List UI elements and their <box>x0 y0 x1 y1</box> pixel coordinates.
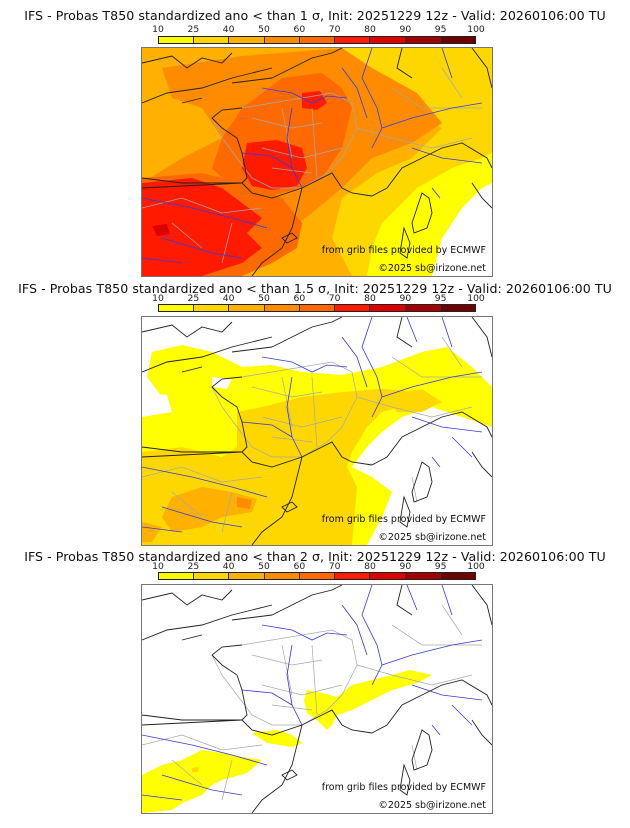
map-coastlines <box>142 585 492 813</box>
colorbar-segment <box>370 305 406 311</box>
credit-source: from grib files provided by ECMWF <box>321 514 486 525</box>
colorbar-ticks: 10 25 40 50 60 70 80 90 95 100 <box>152 24 485 35</box>
colorbar-segment <box>159 37 195 43</box>
fill-yellow-25-alps <box>382 389 442 412</box>
colorbar-segment <box>159 305 195 311</box>
colorbar-segment <box>159 573 195 579</box>
fill-yellow-10-spain <box>142 750 262 813</box>
colorbar-segment <box>440 37 475 43</box>
panel-title: IFS - Probas T850 standardized ano < tha… <box>24 549 606 564</box>
colorbar-tick-label: 70 <box>328 561 341 572</box>
colorbar-segment <box>335 573 371 579</box>
map-borders <box>142 604 482 801</box>
colorbar-tick-label: 40 <box>222 561 235 572</box>
colorbar-segment <box>370 37 406 43</box>
credit-copyright: ©2025 sb@irizone.net <box>378 800 486 811</box>
colorbar-tick-label: 50 <box>258 293 270 304</box>
colorbar-segment <box>370 573 406 579</box>
colorbar-segment <box>264 573 300 579</box>
map-rivers <box>142 585 483 801</box>
colorbar-segment <box>299 573 336 579</box>
colorbar-tick-label: 60 <box>293 561 306 572</box>
map-borders <box>142 67 482 264</box>
colorbar-tick-label: 50 <box>258 24 270 35</box>
colorbar-tick-label: 70 <box>328 24 341 35</box>
fill-red-80-spot <box>152 224 170 236</box>
colorbar-tick-label: 90 <box>399 24 412 35</box>
probability-map[interactable]: from grib files provided by ECMWF ©2025 … <box>141 47 493 277</box>
fill-yellow-10-pyrenees <box>252 730 302 747</box>
colorbar-tick-label: 50 <box>258 561 270 572</box>
colorbar-segment <box>335 305 371 311</box>
fill-orange-50-spot <box>237 497 252 509</box>
fill-white-se <box>432 183 492 276</box>
colorbar-tick-label: 80 <box>364 293 376 304</box>
colorbar-tick-label: 90 <box>399 293 412 304</box>
colorbar-segment <box>194 37 230 43</box>
colorbar-tick-label: 10 <box>152 24 164 35</box>
map-coastlines <box>142 317 492 545</box>
credit-source: from grib files provided by ECMWF <box>321 245 486 256</box>
colorbar-tick-label: 25 <box>187 24 200 35</box>
map-coastlines <box>142 48 492 276</box>
fill-red-70-sw <box>142 178 262 276</box>
panel-title: IFS - Probas T850 standardized ano < tha… <box>18 281 612 296</box>
colorbar <box>158 304 476 312</box>
colorbar-segment <box>229 37 265 43</box>
colorbar-tick-label: 100 <box>467 293 485 304</box>
map-canvas <box>142 585 492 813</box>
colorbar-ticks: 10 25 40 50 60 70 80 90 95 100 <box>152 293 485 304</box>
colorbar-tick-label: 80 <box>364 24 376 35</box>
colorbar-tick-label: 25 <box>187 293 200 304</box>
colorbar-tick-label: 25 <box>187 561 200 572</box>
colorbar-tick-label: 60 <box>293 293 306 304</box>
colorbar-tick-label: 95 <box>434 561 447 572</box>
colorbar-tick-label: 60 <box>293 24 306 35</box>
colorbar-tick-label: 10 <box>152 293 164 304</box>
colorbar <box>158 572 476 580</box>
colorbar-segment <box>440 305 475 311</box>
colorbar-tick-label: 10 <box>152 561 164 572</box>
fill-red-70-center <box>242 140 307 190</box>
map-borders <box>142 336 482 533</box>
colorbar-segment <box>299 37 336 43</box>
colorbar-segment <box>264 305 300 311</box>
colorbar-tick-label: 90 <box>399 561 412 572</box>
colorbar-segment <box>264 37 300 43</box>
colorbar-tick-label: 95 <box>434 24 447 35</box>
credit-source: from grib files provided by ECMWF <box>321 782 486 793</box>
map-rivers <box>142 48 483 264</box>
credit-copyright: ©2025 sb@irizone.net <box>378 263 486 274</box>
colorbar-tick-label: 100 <box>467 561 485 572</box>
colorbar-segment <box>405 573 441 579</box>
probability-map[interactable]: from grib files provided by ECMWF ©2025 … <box>141 584 493 814</box>
colorbar <box>158 36 476 44</box>
colorbar-ticks: 10 25 40 50 60 70 80 90 95 100 <box>152 561 485 572</box>
probability-map[interactable]: from grib files provided by ECMWF ©2025 … <box>141 316 493 546</box>
colorbar-segment <box>229 305 265 311</box>
fill-yellow-25-spot <box>192 767 199 772</box>
map-canvas <box>142 317 492 545</box>
fill-white-pockets <box>142 377 232 417</box>
colorbar-tick-label: 40 <box>222 293 235 304</box>
colorbar-tick-label: 40 <box>222 24 235 35</box>
colorbar-tick-label: 100 <box>467 24 485 35</box>
colorbar-segment <box>440 573 475 579</box>
fill-yellow-10-alps <box>304 670 432 730</box>
colorbar-tick-label: 95 <box>434 293 447 304</box>
colorbar-tick-label: 70 <box>328 293 341 304</box>
map-rivers <box>142 317 483 533</box>
colorbar-tick-label: 80 <box>364 561 376 572</box>
fill-red-70-north <box>302 91 327 110</box>
colorbar-segment <box>405 37 441 43</box>
colorbar-segment <box>194 573 230 579</box>
colorbar-segment <box>229 573 265 579</box>
colorbar-segment <box>335 37 371 43</box>
credit-copyright: ©2025 sb@irizone.net <box>378 532 486 543</box>
colorbar-segment <box>194 305 230 311</box>
colorbar-segment <box>299 305 336 311</box>
map-canvas <box>142 48 492 276</box>
panel-title: IFS - Probas T850 standardized ano < tha… <box>24 8 606 23</box>
colorbar-segment <box>405 305 441 311</box>
